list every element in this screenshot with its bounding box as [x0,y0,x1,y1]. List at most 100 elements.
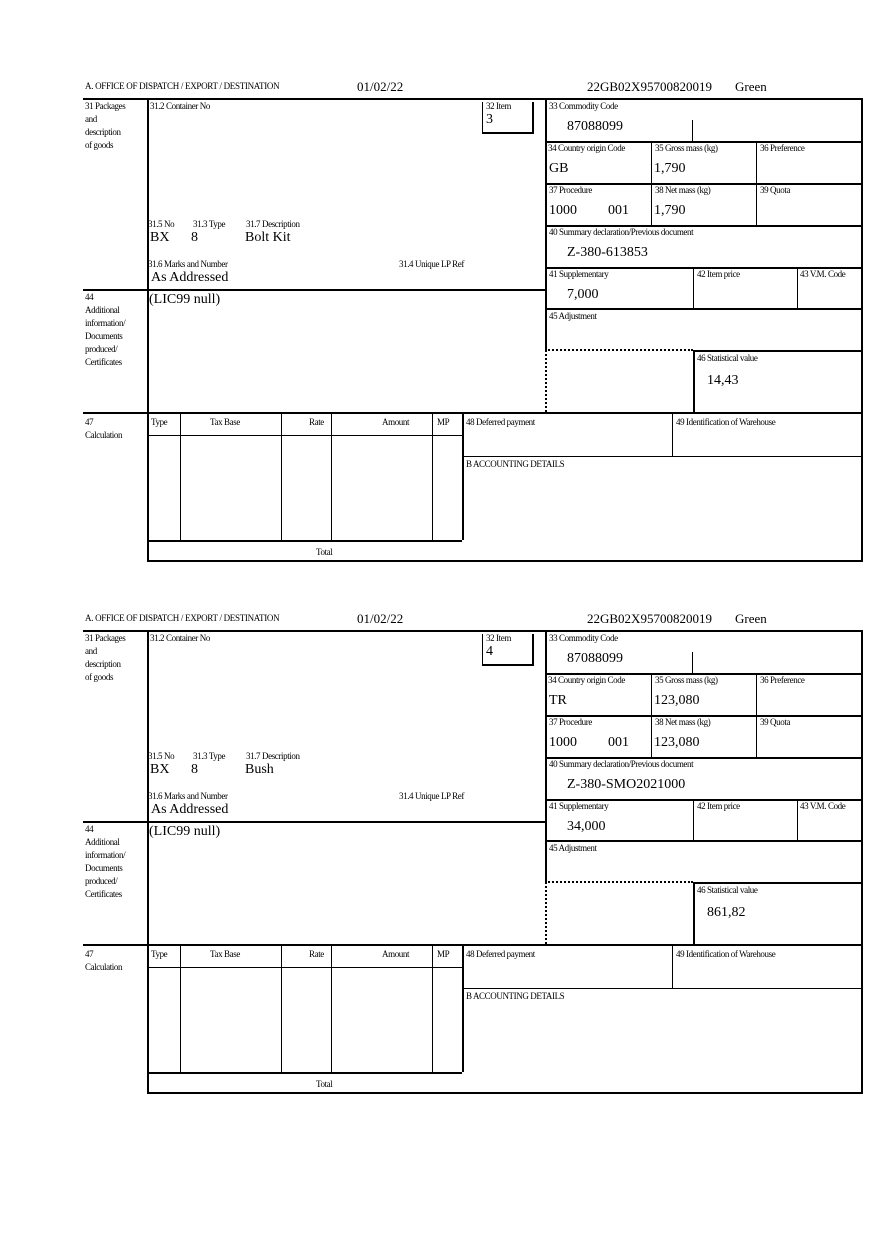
net-mass-value: 123,080 [654,735,700,750]
type-value: 8 [191,762,198,777]
gross-mass-value: 1,790 [654,161,686,176]
form-rule [83,98,863,100]
statistical-value-label: 46 Statistical value [697,885,758,895]
additional-info-value: (LIC99 null) [149,824,221,839]
statistical-value-label: 46 Statistical value [697,353,758,363]
form-rule [692,120,693,141]
dotted-rule [545,349,693,351]
deferred-payment-label: 48 Deferred payment [466,417,535,427]
warehouse-label: 49 Identification of Warehouse [676,417,776,427]
form-rule [693,882,695,944]
type-value: 8 [191,230,198,245]
preference-label: 36 Preference [760,143,805,153]
office-heading: A. OFFICE OF DISPATCH / EXPORT / DESTINA… [85,81,280,91]
form-rule [545,757,863,759]
declaration-date: 01/02/22 [357,79,404,94]
packages-label: description [85,127,121,137]
accounting-details-label: B ACCOUNTING DETAILS [466,991,565,1001]
no-label: 31.5 No [148,751,175,761]
additional-info-label: information/ [85,850,126,860]
form-rule [545,141,863,143]
packages-label: and [85,114,97,124]
calculation-label: Calculation [85,430,123,440]
form-rule [462,456,863,457]
no-value: BX [150,230,170,245]
form-rule [797,799,798,840]
adjustment-label: 45 Adjustment [549,843,597,853]
packages-label: and [85,646,97,656]
form-rule [147,1092,863,1094]
item-label: 32 Item [486,633,511,643]
form-rule [532,634,534,664]
additional-info-value: (LIC99 null) [149,292,221,307]
declaration-reference: 22GB02X95700820019 [587,611,712,626]
total-label: Total [316,547,333,557]
additional-info-label: 44 [85,292,94,302]
commodity-code-value: 87088099 [567,119,623,134]
form-rule [147,630,149,1093]
description-value: Bolt Kit [245,230,291,245]
additional-info-label: produced/ [85,344,118,354]
additional-info-label: information/ [85,318,126,328]
accounting-details-label: B ACCOUNTING DETAILS [466,459,565,469]
calc-mp-header: MP [437,949,450,959]
quota-label: 39 Quota [760,717,791,727]
calculation-label: Calculation [85,962,123,972]
form-rule [545,630,547,882]
form-rule [651,673,652,757]
calc-amount-header: Amount [382,949,410,959]
type-label: 31.3 Type [193,219,226,229]
summary-declaration-value: Z-380-SMO2021000 [567,777,686,792]
item-label: 32 Item [486,101,511,111]
item-value: 3 [486,112,493,127]
unique-lp-ref-label: 31.4 Unique LP Ref [399,791,464,801]
net-mass-label: 38 Net mass (kg) [655,717,711,727]
form-rule [693,799,694,840]
procedure-label: 37 Procedure [549,717,592,727]
calc-type-header: Type [151,417,168,427]
form-rule [532,102,534,132]
description-value: Bush [245,762,274,777]
form-rule [180,412,181,540]
calc-rate-header: Rate [309,417,324,427]
form-rule [147,1072,462,1074]
form-rule [147,560,863,562]
description-label: 31.7 Description [246,751,300,761]
form-rule [861,630,863,1093]
country-origin-label: 34 Country origin Code [548,675,625,685]
marks-value: As Addressed [151,270,229,285]
declaration-reference: 22GB02X95700820019 [587,79,712,94]
form-rule [83,630,863,632]
form-rule [331,944,332,1072]
declaration-form-item: A. OFFICE OF DISPATCH / EXPORT / DESTINA… [0,612,882,1102]
form-rule [281,944,282,1072]
item-price-label: 42 Item price [697,801,740,811]
additional-info-label: produced/ [85,876,118,886]
form-rule [83,289,545,291]
form-rule [83,821,545,823]
calc-tax-base-header: Tax Base [210,949,240,959]
procedure-code-value: 1000 [549,735,577,750]
packages-label: of goods [85,140,114,150]
packages-label: of goods [85,672,114,682]
procedure-code-value: 1000 [549,203,577,218]
packages-label: 31 Packages [85,101,126,111]
preference-label: 36 Preference [760,675,805,685]
calc-rate-header: Rate [309,949,324,959]
form-rule [545,673,863,675]
declaration-date: 01/02/22 [357,611,404,626]
description-label: 31.7 Description [246,219,300,229]
form-rule [672,944,673,988]
deferred-payment-label: 48 Deferred payment [466,949,535,959]
calc-mp-header: MP [437,417,450,427]
marks-label: 31.6 Marks and Number [148,791,228,801]
form-rule [693,267,694,308]
vm-code-label: 43 V.M. Code [800,801,846,811]
net-mass-value: 1,790 [654,203,686,218]
declaration-form-item: A. OFFICE OF DISPATCH / EXPORT / DESTINA… [0,80,882,570]
procedure-label: 37 Procedure [549,185,592,195]
commodity-code-value: 87088099 [567,651,623,666]
form-rule [693,882,863,884]
summary-declaration-label: 40 Summary declaration/Previous document [549,227,694,237]
form-rule [545,840,863,842]
